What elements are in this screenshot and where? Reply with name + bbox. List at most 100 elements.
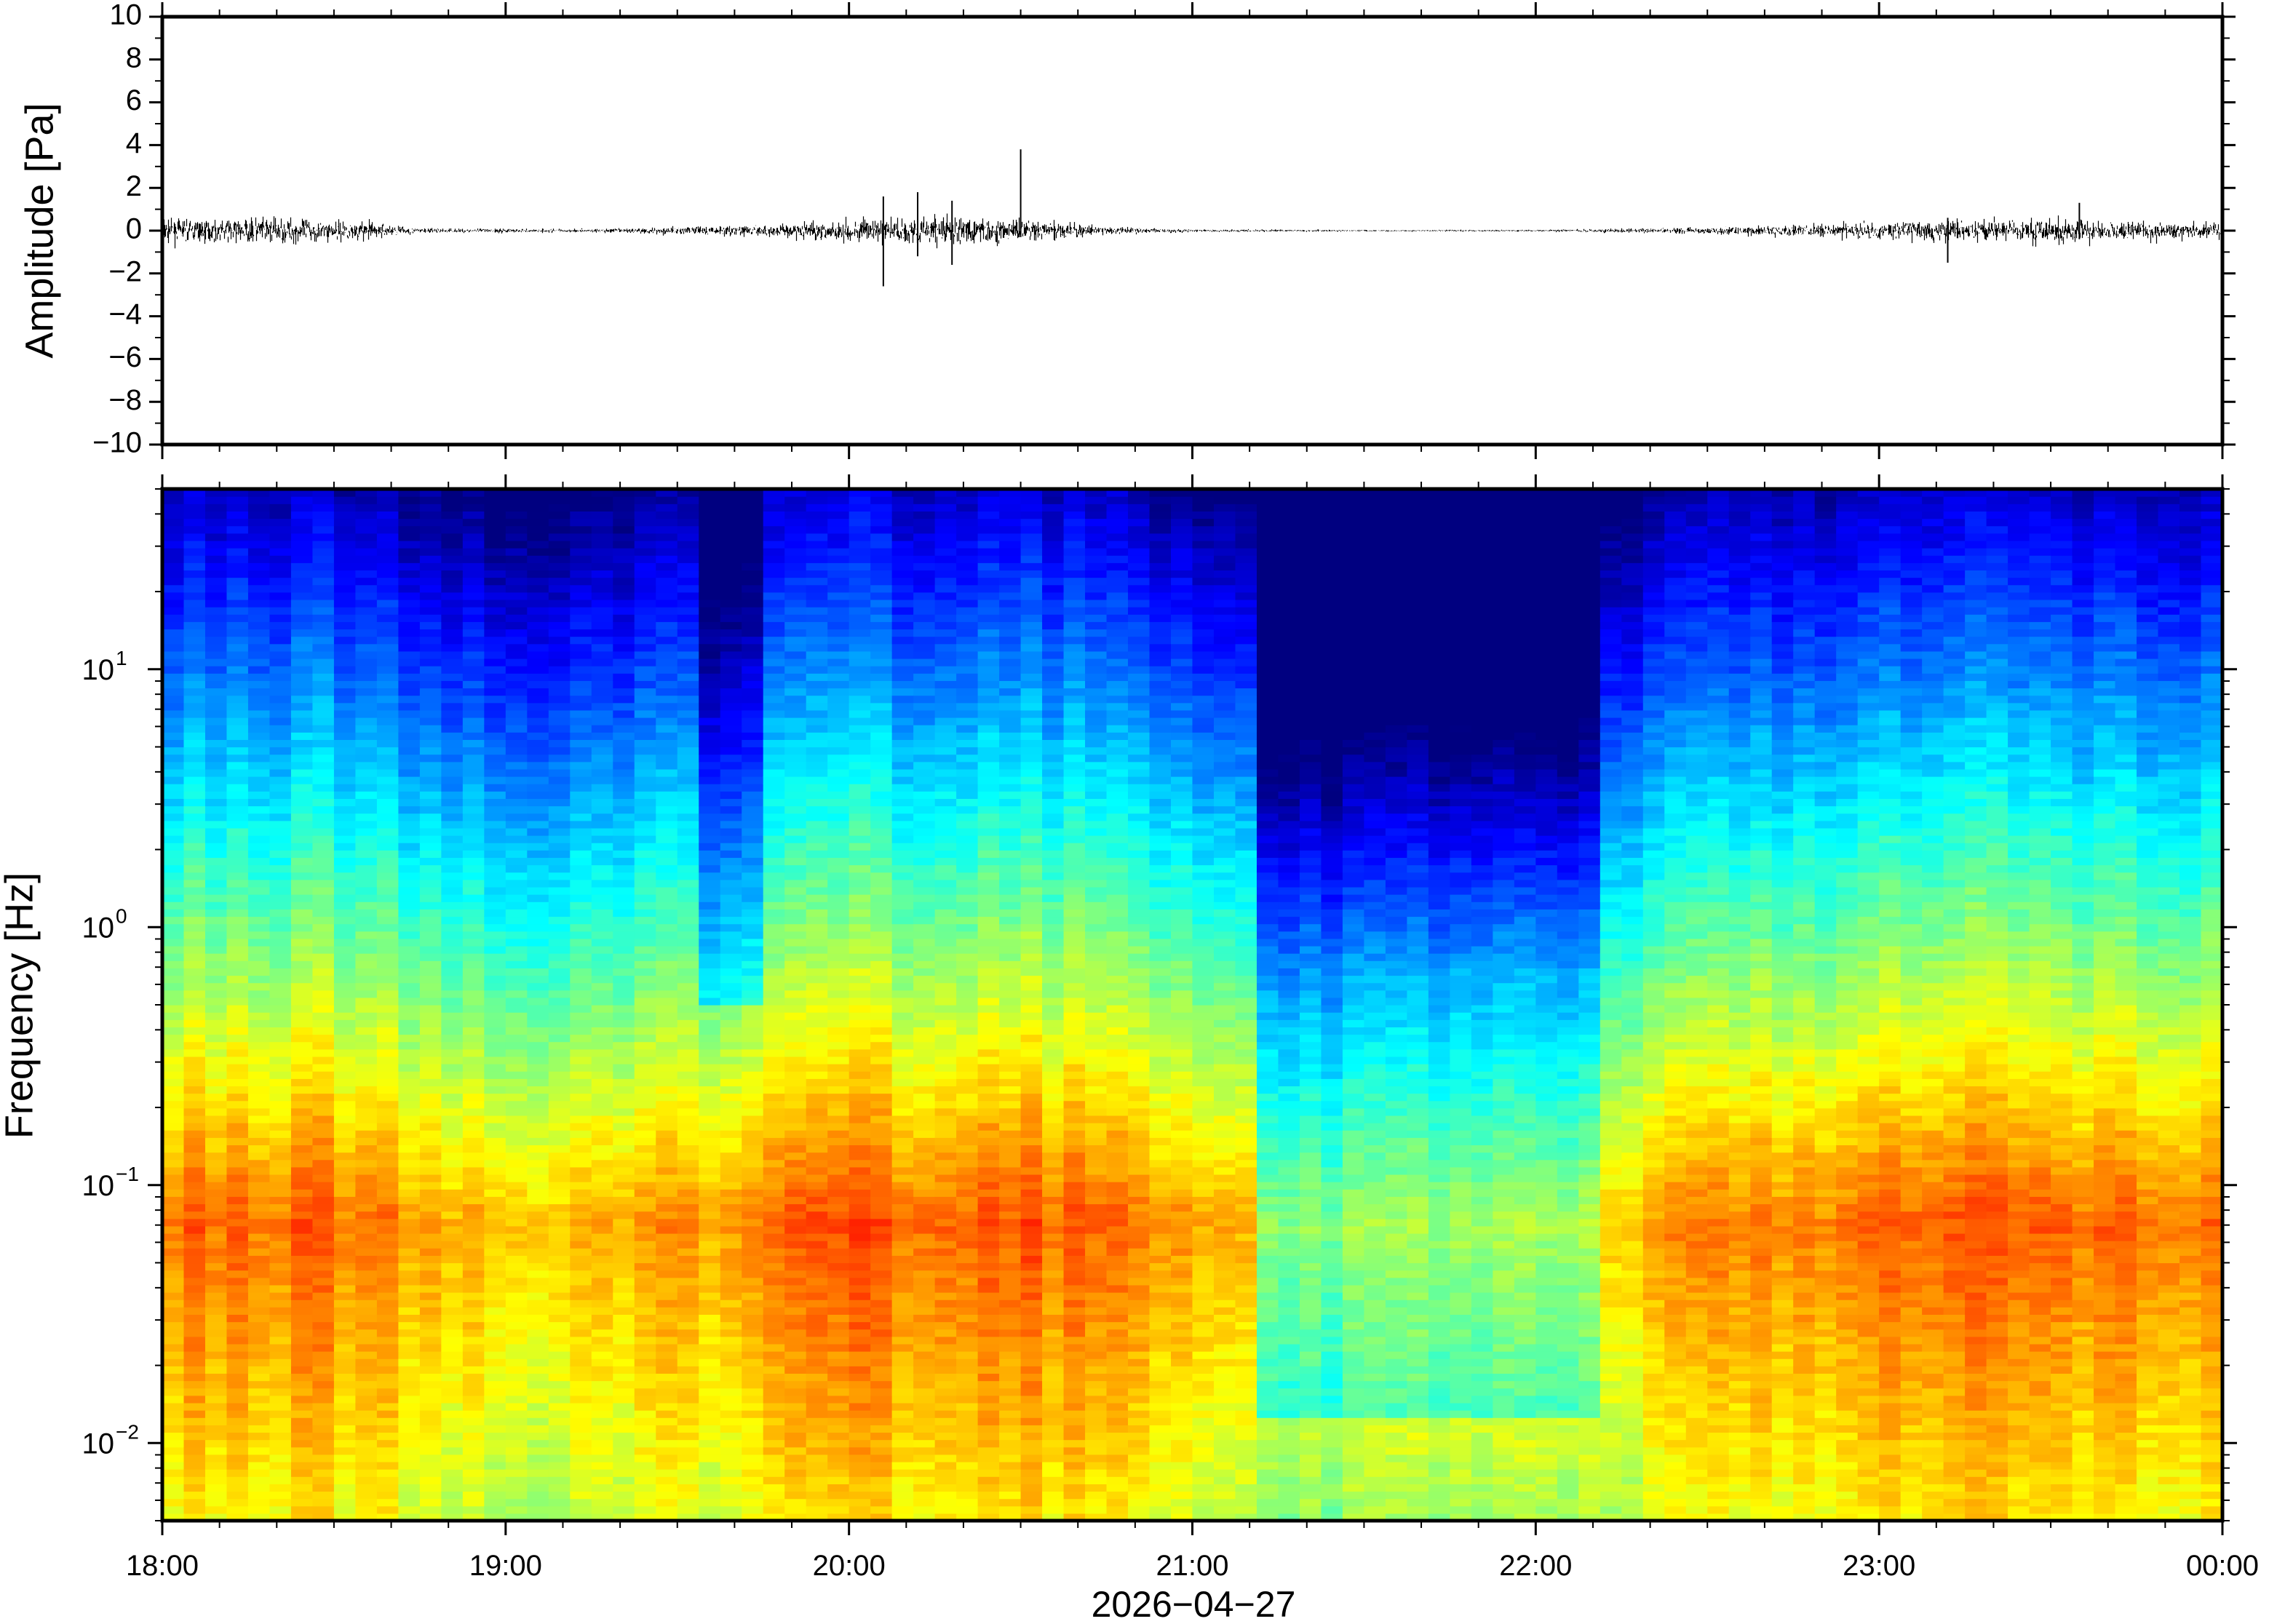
spectrogram-cell (806, 960, 828, 968)
spectrogram-cell (462, 1469, 485, 1477)
spectrogram-cell (827, 1196, 850, 1205)
spectrogram-cell (312, 592, 335, 600)
spectrogram-cell (484, 1086, 506, 1094)
spectrogram-cell (827, 592, 850, 600)
spectrogram-cell (441, 1196, 464, 1205)
spectrogram-cell (870, 1410, 893, 1418)
spectrogram-cell (849, 1218, 871, 1227)
spectrogram-cell (484, 643, 506, 652)
spectrogram-cell (462, 1255, 485, 1264)
spectrogram-cell (806, 1166, 828, 1175)
spectrogram-cell (269, 629, 292, 637)
spectrogram-cell (226, 1137, 249, 1146)
spectrogram-cell (742, 607, 764, 615)
spectrogram-cell (870, 555, 893, 563)
spectrogram-cell (226, 1417, 249, 1425)
spectrogram-cell (183, 1152, 206, 1161)
spectrogram-cell (376, 820, 399, 829)
spectrogram-cell (355, 997, 378, 1006)
spectrogram-cell (591, 1071, 613, 1079)
spectrogram-cell (355, 938, 378, 947)
spectrogram-cell (333, 843, 357, 851)
spectrogram-cell (462, 864, 485, 873)
spectrogram-cell (613, 643, 635, 652)
spectrogram-cell (204, 1211, 228, 1219)
spectrogram-cell (527, 1123, 549, 1131)
spectrogram-cell (699, 496, 721, 504)
spectrogram-cell (870, 1505, 893, 1514)
spectrogram-cell (677, 1005, 699, 1013)
spectrogram-cell (548, 1107, 571, 1116)
spectrogram-cell (269, 1137, 292, 1146)
spectrogram-cell (484, 1336, 506, 1345)
spectrogram-cell (720, 953, 742, 961)
spectrogram-cell (462, 761, 485, 770)
spectrogram-cell (784, 901, 807, 909)
spectrogram-cell (462, 503, 485, 512)
spectrogram-cell (827, 688, 850, 696)
spectrogram-cell (656, 872, 678, 880)
spectrogram-cell (806, 1159, 828, 1168)
spectrogram-cell (204, 1182, 228, 1190)
spectrogram-cell (806, 1373, 828, 1382)
spectrogram-cell (548, 1182, 571, 1190)
spectrogram-cell (784, 1358, 807, 1366)
spectrogram-cell (849, 1351, 871, 1359)
spectrogram-cell (441, 1351, 464, 1359)
spectrogram-cell (613, 1100, 635, 1109)
spectrogram-cell (162, 1086, 185, 1094)
spectrogram-cell (376, 518, 399, 527)
spectrogram-cell (333, 953, 357, 961)
spectrogram-cell (784, 1505, 807, 1514)
spectrogram-cell (505, 1086, 528, 1094)
spectrogram-cell (226, 982, 249, 991)
spectrogram-cell (484, 1107, 506, 1116)
spectrogram-cell (784, 1189, 807, 1197)
spectrogram-cell (591, 1476, 613, 1484)
spectrogram-cell (870, 776, 893, 784)
spectrogram-cell (591, 916, 613, 925)
spectrogram-cell (849, 1262, 871, 1271)
spectrogram-cell (634, 650, 656, 659)
spectrogram-cell (870, 1182, 893, 1190)
spectrogram-cell (634, 577, 656, 586)
spectrogram-cell (355, 1476, 378, 1484)
spectrogram-cell (204, 548, 228, 556)
spectrogram-cell (333, 592, 357, 600)
spectrogram-cell (355, 1130, 378, 1138)
spectrogram-cell (849, 761, 871, 770)
spectrogram-cell (527, 1100, 549, 1109)
spectrogram-cell (462, 1262, 485, 1271)
spectrogram-cell (226, 1196, 249, 1205)
spectrogram-cell (742, 709, 764, 718)
spectrogram-cell (355, 584, 378, 593)
spectrogram-cell (355, 1299, 378, 1307)
spectrogram-cell (548, 1241, 571, 1249)
spectrogram-cell (162, 1056, 185, 1064)
spectrogram-cell (548, 688, 571, 696)
spectrogram-cell (441, 496, 464, 504)
spectrogram-cell (441, 1159, 464, 1168)
spectrogram-cell (376, 1373, 399, 1382)
spectrogram-cell (398, 1402, 421, 1411)
spectrogram-cell (312, 990, 335, 998)
spectrogram-cell (505, 1159, 528, 1168)
spectrogram-cell (656, 1284, 678, 1293)
spectrogram-cell (613, 1498, 635, 1507)
spectrogram-cell (462, 695, 485, 704)
spectrogram-cell (634, 975, 656, 984)
spectrogram-cell (505, 1498, 528, 1507)
spectrogram-cell (226, 643, 249, 652)
spectrogram-cell (677, 1284, 699, 1293)
spectrogram-cell (269, 1005, 292, 1013)
spectrogram-cell (376, 525, 399, 534)
spectrogram-cell (849, 916, 871, 925)
spectrogram-cell (849, 725, 871, 733)
spectrogram-cell (548, 1446, 571, 1455)
spectrogram-cell (699, 923, 721, 932)
spectrogram-cell (784, 1005, 807, 1013)
spectrogram-cell (677, 909, 699, 918)
spectrogram-cell (806, 1093, 828, 1102)
spectrogram-cell (398, 1469, 421, 1477)
spectrogram-cell (441, 688, 464, 696)
